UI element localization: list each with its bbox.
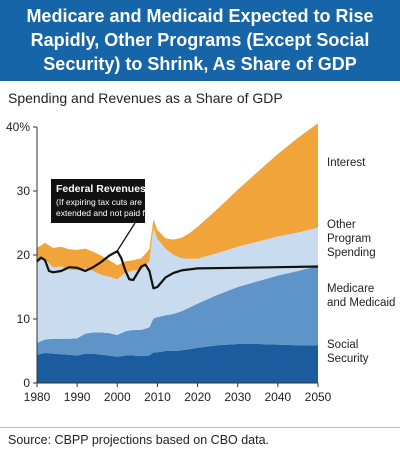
series-label-line: Spending bbox=[327, 247, 376, 259]
x-tick-label: 2040 bbox=[265, 390, 292, 404]
area-other-program-spending bbox=[37, 227, 318, 343]
callout-note-line: (If expiring tax cuts are bbox=[56, 197, 142, 207]
series-label-line: and Medicaid bbox=[327, 297, 395, 309]
revenues-line-group bbox=[36, 250, 319, 290]
y-tick-label: 0 bbox=[23, 376, 30, 390]
area-interest bbox=[37, 123, 318, 280]
callout-note-line: extended and not paid for) bbox=[56, 208, 155, 218]
y-tick-label: 10 bbox=[17, 312, 31, 326]
y-tick-label: 30 bbox=[17, 184, 31, 198]
revenues-callout: Federal Revenues (If expiring tax cuts ar… bbox=[51, 179, 155, 253]
callout-title: Federal Revenues bbox=[56, 183, 146, 195]
chart-subtitle: Spending and Revenues as a Share of GDP bbox=[8, 90, 283, 106]
title-line-3: Security) to Shrink, As Share of GDP bbox=[43, 54, 357, 74]
series-label-line: Program bbox=[327, 233, 371, 245]
title-line-2: Rapidly, Other Programs (Except Social bbox=[30, 30, 370, 50]
title-line-1: Medicare and Medicaid Expected to Rise bbox=[26, 6, 374, 26]
series-label-line: Social bbox=[327, 339, 358, 351]
x-tick-label: 1990 bbox=[64, 390, 91, 404]
x-tick-label: 2050 bbox=[305, 390, 332, 404]
callout-box bbox=[51, 179, 145, 223]
series-label-line: Medicare bbox=[327, 283, 374, 295]
y-tick-label: 40% bbox=[6, 120, 30, 134]
callout-pointer bbox=[115, 222, 136, 253]
x-tick-label: 2030 bbox=[224, 390, 251, 404]
x-tick-label: 1980 bbox=[24, 390, 51, 404]
area-chart: 1980 1990 2000 2010 2020 2030 2040 205001020304… bbox=[6, 120, 395, 404]
area-medicare-and-medicaid bbox=[37, 265, 318, 357]
y-tick-label: 20 bbox=[17, 248, 31, 262]
series-label-line: Security bbox=[327, 353, 369, 365]
series-labels: Social Security Medicare and Medicaid Other P… bbox=[327, 157, 395, 365]
chart-source: Source: CBPP projections based on CBO da… bbox=[0, 427, 400, 455]
x-tick-label: 2010 bbox=[144, 390, 171, 404]
area-layers bbox=[37, 123, 318, 383]
x-tick-label: 2000 bbox=[104, 390, 131, 404]
series-label-line: Interest bbox=[327, 157, 366, 169]
chart-axes: 1980 1990 2000 2010 2020 2030 2040 205001020304… bbox=[6, 120, 332, 404]
revenues-line bbox=[36, 250, 319, 290]
x-tick-label: 2020 bbox=[184, 390, 211, 404]
area-social-security bbox=[37, 344, 318, 383]
chart-header: Medicare and Medicaid Expected to Rise R… bbox=[0, 0, 400, 81]
series-label-line: Other bbox=[327, 219, 356, 231]
